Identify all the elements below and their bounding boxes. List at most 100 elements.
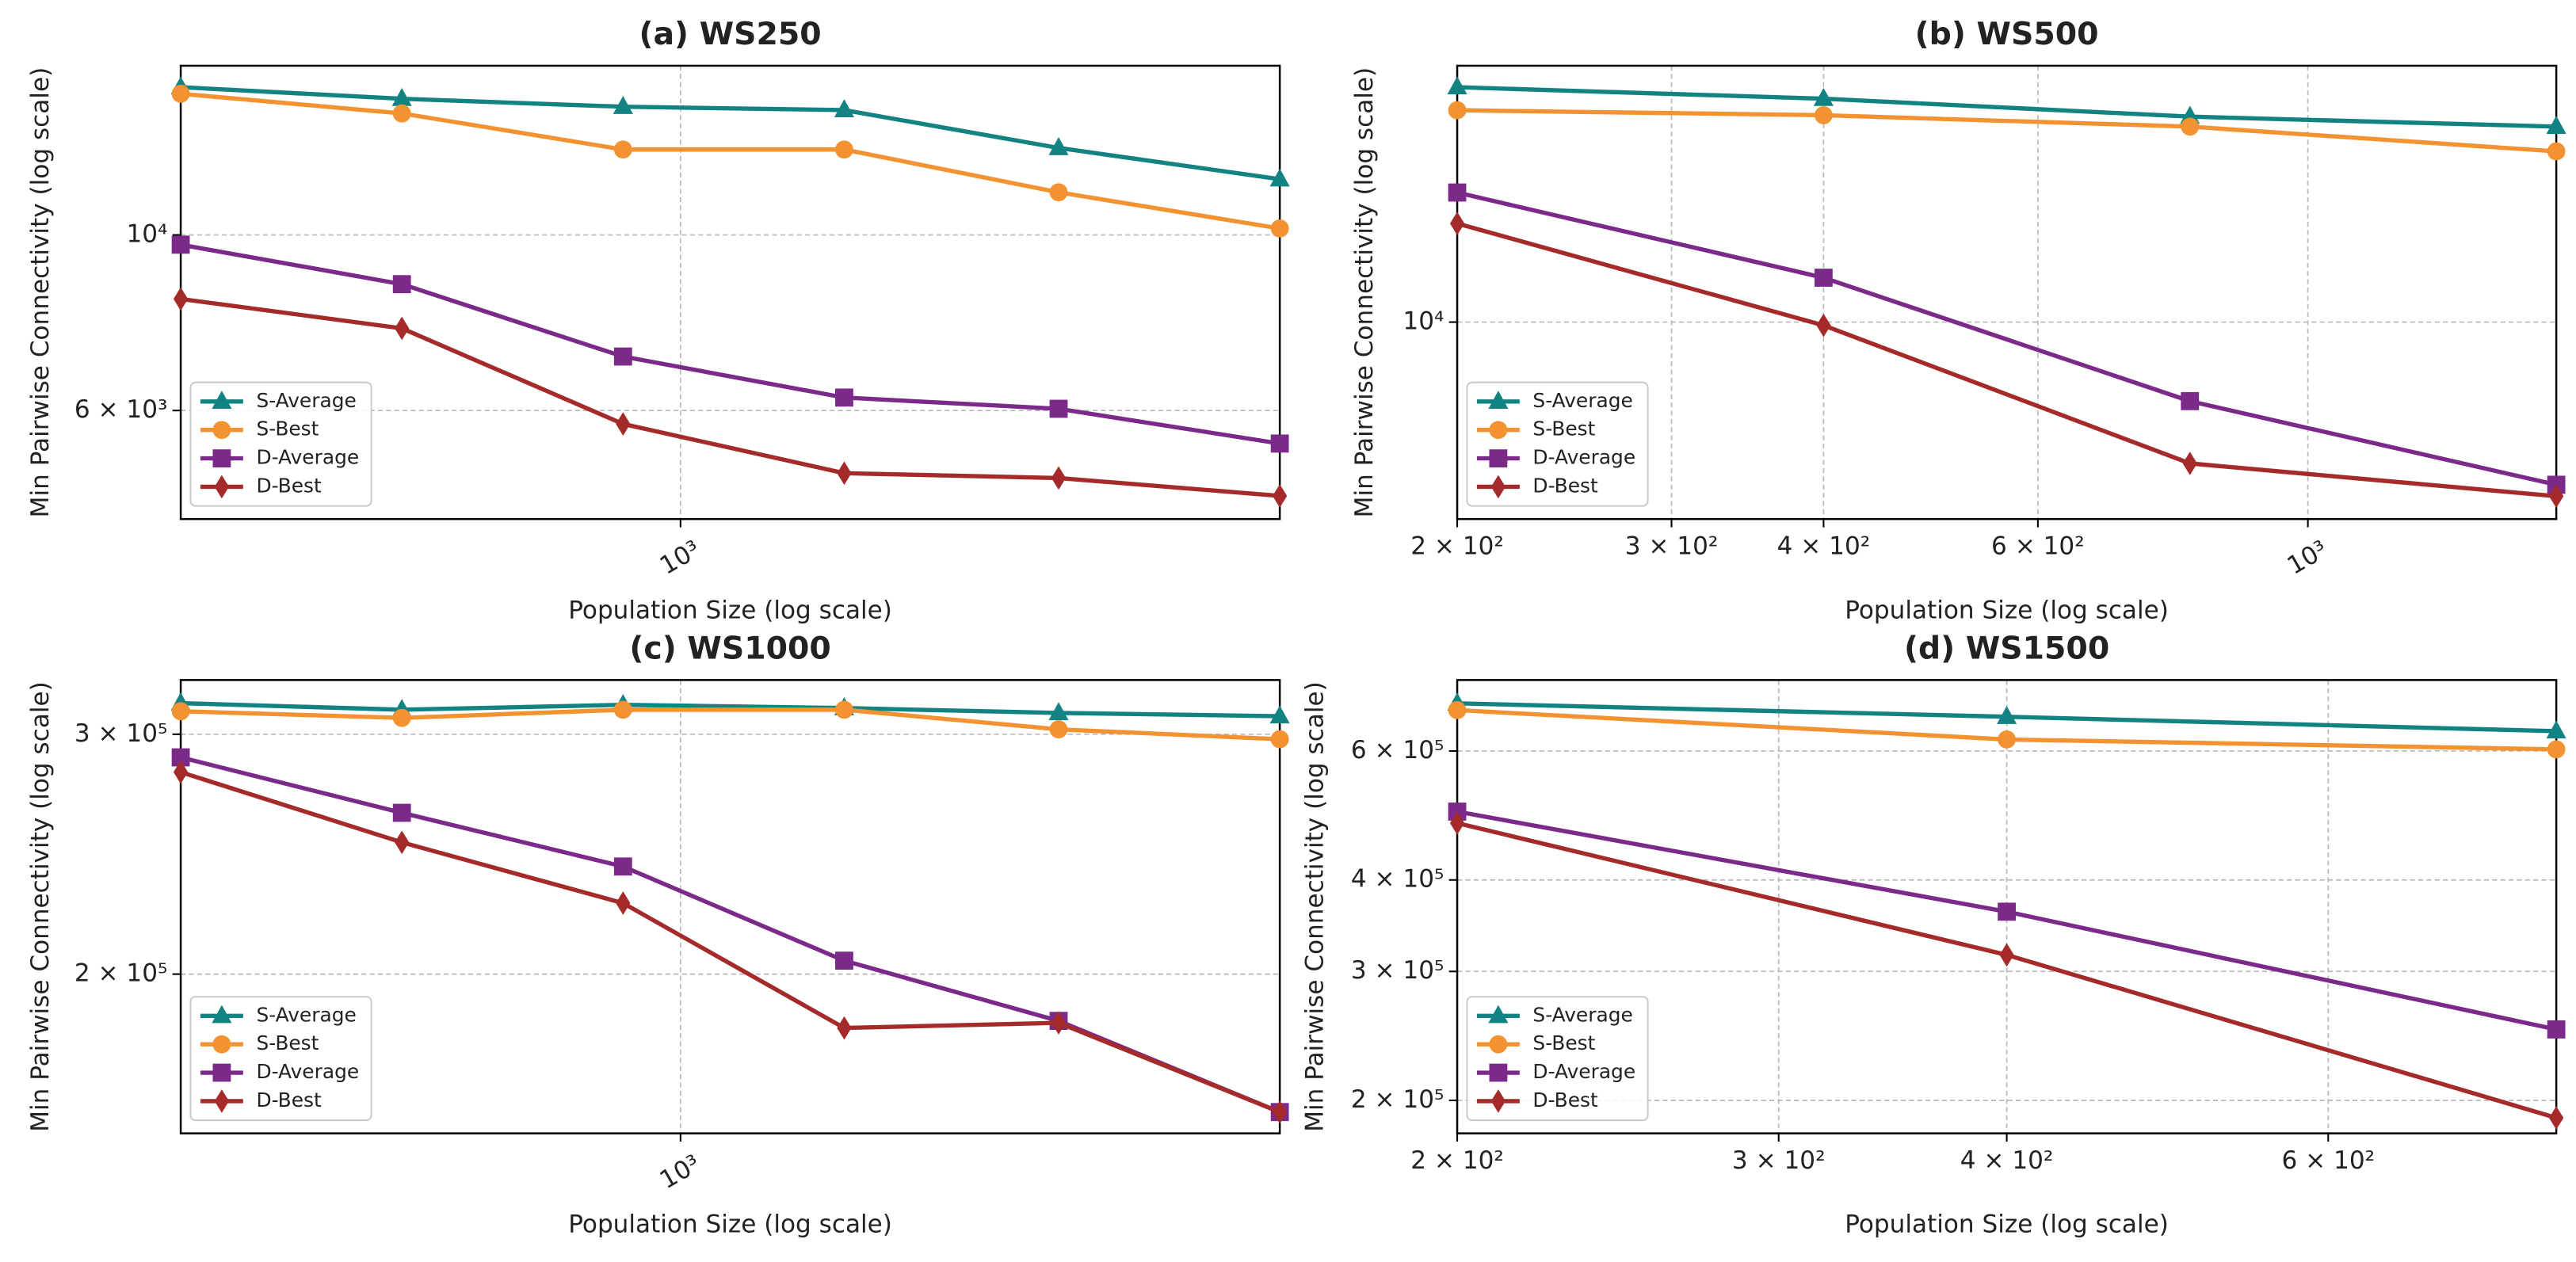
series-line: [180, 91, 1280, 231]
marker: [1269, 168, 1290, 187]
legend: S-Average S-Best D-Average D-Best: [189, 996, 372, 1122]
legend-label: S-Average: [1532, 1003, 1632, 1026]
marker: [1448, 700, 1467, 719]
series-line: [1456, 85, 2557, 129]
series-line: [180, 770, 1281, 1115]
y-tick-label: 3 × 10⁵: [74, 719, 168, 748]
marker: [1270, 434, 1289, 453]
marker: [392, 803, 411, 822]
marker: [1049, 399, 1068, 418]
y-tick-label: 4 × 10⁵: [1351, 865, 1444, 894]
plot-frame: [1456, 679, 2558, 1134]
x-tick-label: 3 × 10²: [1625, 532, 1719, 560]
marker: [1488, 391, 1509, 409]
marker: [1448, 183, 1467, 202]
x-tick-label: 6 × 10²: [2281, 1146, 2375, 1175]
legend-label: S-Average: [1532, 389, 1632, 412]
marker: [2546, 116, 2566, 134]
series-group: [1447, 692, 2566, 1130]
marker: [1049, 720, 1068, 739]
marker: [837, 461, 852, 486]
x-tick-label: 4 × 10²: [1960, 1146, 2054, 1175]
marker: [1815, 269, 1833, 287]
marker: [613, 700, 632, 719]
marker: [392, 104, 411, 123]
x-axis-label: Population Size (log scale): [1845, 596, 2169, 624]
marker: [212, 449, 231, 467]
plot-frame: [179, 679, 1281, 1134]
subplot: 10⁴ 2 × 10² 3 × 10² 4 × 10² 6 × 10² 10³ (b) WS…: [1350, 16, 2566, 624]
marker: [835, 388, 853, 407]
marker: [173, 760, 189, 784]
marker: [212, 391, 232, 409]
series-group: [1447, 76, 2566, 509]
x-tick-label: 10³: [655, 535, 705, 580]
legend-label: D-Average: [1532, 1060, 1635, 1083]
legend-label: D-Best: [1532, 474, 1598, 497]
y-axis-label: Min Pairwise Connectivity (log scale): [1350, 67, 1379, 518]
marker: [1999, 943, 2014, 967]
marker: [1051, 466, 1067, 490]
x-tick-label: 10³: [655, 1150, 705, 1195]
marker: [392, 275, 411, 294]
marker: [1816, 313, 1831, 337]
y-tick-label: 2 × 10⁵: [74, 959, 168, 988]
marker: [212, 421, 231, 440]
marker: [1813, 87, 1834, 106]
marker: [835, 700, 853, 719]
marker: [1269, 705, 1290, 724]
y-tick-label: 10⁴: [126, 220, 167, 249]
subplot-title: (b) WS500: [1915, 16, 2099, 52]
marker: [2182, 452, 2197, 475]
marker: [1048, 137, 1069, 155]
x-tick-label: 3 × 10²: [1732, 1146, 1826, 1175]
legend: S-Average S-Best D-Average D-Best: [1466, 996, 1649, 1122]
x-tick-label: 2 × 10²: [1410, 532, 1504, 560]
marker: [171, 84, 190, 103]
marker: [1490, 475, 1506, 499]
legend-frame: [189, 381, 372, 507]
marker: [1051, 1011, 1067, 1035]
y-axis-label: Min Pairwise Connectivity (log scale): [1301, 681, 1330, 1132]
marker: [613, 347, 632, 366]
marker: [2548, 1106, 2564, 1130]
marker: [837, 1016, 852, 1040]
subplot: 2 × 10⁵ 3 × 10⁵ 10³ (c) WS1000 Population Si…: [26, 631, 1290, 1239]
marker: [613, 140, 632, 159]
series-line: [1456, 221, 2557, 499]
x-tick-label: 10³: [2283, 535, 2333, 580]
legend-label: D-Average: [256, 446, 359, 469]
marker: [1273, 484, 1288, 508]
marker: [1998, 902, 2016, 921]
legend-label: S-Average: [256, 389, 356, 412]
marker: [1997, 706, 2017, 724]
series-line: [180, 707, 1280, 742]
legend-label: S-Best: [256, 1031, 319, 1054]
marker: [2548, 484, 2564, 509]
marker: [2546, 720, 2566, 739]
legend-label: D-Average: [256, 1060, 359, 1083]
marker: [392, 708, 411, 727]
marker: [613, 857, 632, 876]
marker: [391, 87, 412, 106]
legend-label: S-Average: [256, 1003, 356, 1026]
marker: [1488, 1005, 1509, 1024]
marker: [835, 951, 853, 970]
marker: [2547, 142, 2566, 161]
marker: [1448, 101, 1467, 120]
y-tick-label: 6 × 10⁵: [1351, 736, 1444, 764]
legend-frame: [1466, 996, 1649, 1122]
series-group: [170, 692, 1290, 1124]
plot-frame: [1456, 64, 2558, 520]
subplot-title: (c) WS1000: [629, 631, 830, 667]
marker: [1447, 76, 1467, 95]
series-line: [180, 242, 1280, 446]
subplot-title: (d) WS1500: [1904, 631, 2109, 667]
marker: [1815, 106, 1833, 124]
y-axis-label: Min Pairwise Connectivity (log scale): [26, 67, 55, 518]
y-tick-label: 3 × 10⁵: [1351, 956, 1444, 985]
series-group: [170, 76, 1290, 508]
marker: [834, 99, 854, 118]
marker: [395, 316, 410, 341]
